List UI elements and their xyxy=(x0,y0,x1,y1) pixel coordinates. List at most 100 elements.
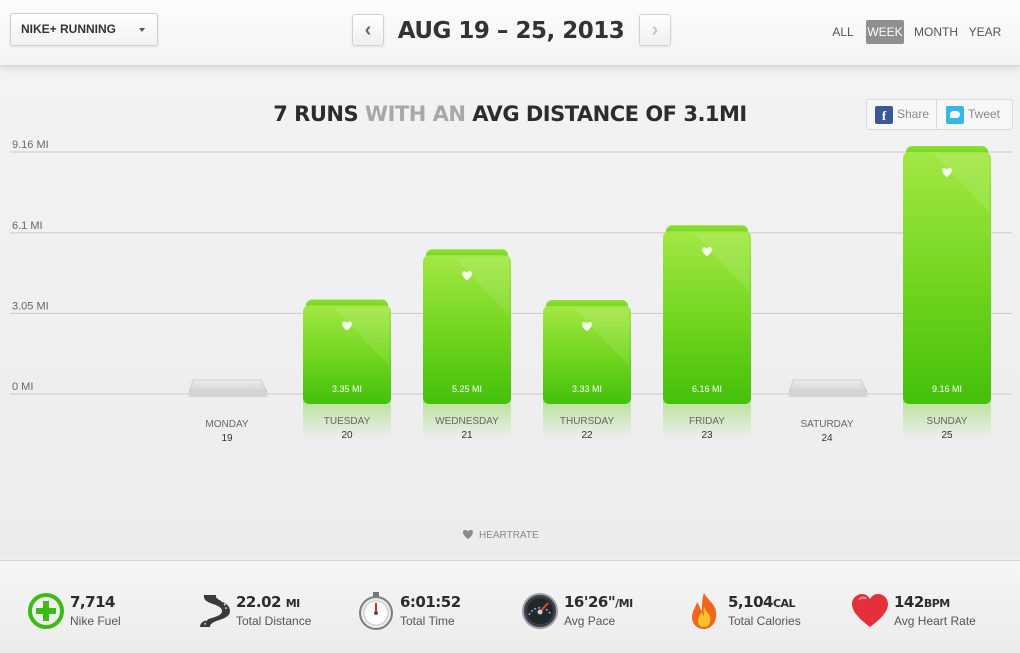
stat-value: 142BPM xyxy=(894,593,950,611)
bar-reflection xyxy=(543,400,631,440)
flame-icon xyxy=(692,593,717,629)
stat-label: Total Distance xyxy=(236,614,312,628)
bar xyxy=(423,255,511,404)
y-tick-label: 0 MI xyxy=(12,381,33,393)
day-bar-sunday[interactable]: 9.16 MI xyxy=(903,146,991,440)
x-date-label: 21 xyxy=(461,430,473,441)
x-day-label: WEDNESDAY xyxy=(435,416,499,427)
stat-label: Avg Pace xyxy=(564,614,616,628)
bar-shine xyxy=(933,154,989,212)
bar-value-label: 3.33 MI xyxy=(572,384,602,394)
x-date-label: 25 xyxy=(941,430,953,441)
y-tick-label: 3.05 MI xyxy=(12,300,49,312)
heart-icon xyxy=(852,594,888,627)
date-range-title: AUG 19 – 25, 2013 xyxy=(397,18,625,44)
empty-bar xyxy=(188,379,268,393)
bar-value-label: 5.25 MI xyxy=(452,384,482,394)
tab-month[interactable]: MONTH xyxy=(914,25,958,39)
caret-down-icon xyxy=(139,28,145,32)
stat-value: 16'26"/MI xyxy=(564,593,633,611)
x-day-label: SATURDAY xyxy=(801,419,854,430)
previous-week-button[interactable]: ‹ xyxy=(352,14,384,46)
app-select-dropdown[interactable]: NIKE+ RUNNING xyxy=(10,13,158,46)
stat-label: Total Time xyxy=(400,614,455,628)
legend-label: HEARTRATE xyxy=(479,530,539,541)
facebook-share-label: Share xyxy=(897,107,930,121)
heartrate-legend[interactable]: HEARTRATE xyxy=(463,530,539,541)
summary-runs-count: 7 RUNS xyxy=(273,102,359,126)
day-bar-wednesday[interactable]: 5.25 MI xyxy=(423,249,511,440)
x-date-label: 19 xyxy=(221,433,233,444)
day-bar-saturday xyxy=(788,379,868,397)
bar-reflection xyxy=(663,400,751,440)
bar-value-label: 9.16 MI xyxy=(932,384,962,394)
stat-label: Nike Fuel xyxy=(70,614,121,628)
bar-reflection xyxy=(303,400,391,440)
header-bar: NIKE+ RUNNING ‹ AUG 19 – 25, 2013 › ALL … xyxy=(0,0,1020,66)
facebook-share-button[interactable]: f Share xyxy=(867,100,937,129)
bar-shine xyxy=(333,307,389,366)
chevron-right-icon: › xyxy=(651,19,659,41)
x-day-label: MONDAY xyxy=(205,419,248,430)
heart-icon xyxy=(463,530,473,539)
bar-shine xyxy=(693,233,749,292)
speedometer-icon xyxy=(522,593,558,629)
stat-value: 6:01:52 xyxy=(400,593,461,611)
heart-icon xyxy=(342,321,352,331)
day-bar-friday[interactable]: 6.16 MI xyxy=(663,225,751,440)
x-day-label: SUNDAY xyxy=(927,416,968,427)
bar xyxy=(543,306,631,404)
tab-all[interactable]: ALL xyxy=(832,25,854,39)
empty-bar-base xyxy=(189,392,267,397)
next-week-button[interactable]: › xyxy=(639,14,671,46)
weekly-distance-chart: 0 MI 3.05 MI 6.1 MI 9.16 MI 3.35 MI 5.25 MI 3… xyxy=(10,139,1012,541)
bar-value-label: 3.35 MI xyxy=(332,384,362,394)
empty-bar xyxy=(788,379,868,393)
x-date-label: 24 xyxy=(821,433,833,444)
heart-icon xyxy=(942,168,952,177)
facebook-icon: f xyxy=(875,105,893,124)
share-group: f Share Tweet xyxy=(866,99,1013,130)
tab-year[interactable]: YEAR xyxy=(968,25,1002,39)
stats-summary-bar: 7,714 Nike Fuel 22.02 MI Total Distance … xyxy=(0,560,1020,653)
y-tick-label: 6.1 MI xyxy=(12,220,43,232)
x-day-label: TUESDAY xyxy=(324,416,371,427)
heart-icon xyxy=(582,322,592,332)
runs-summary-title: 7 RUNS WITH AN AVG DISTANCE OF 3.1MI xyxy=(0,99,1020,129)
stopwatch-icon xyxy=(359,592,393,630)
tab-week[interactable]: WEEK xyxy=(866,20,904,44)
stat-value: 7,714 xyxy=(70,593,115,611)
day-bar-thursday[interactable]: 3.33 MI xyxy=(543,300,631,440)
stat-label: Avg Heart Rate xyxy=(894,614,976,628)
empty-bar-base xyxy=(789,392,867,397)
day-bar-monday xyxy=(188,379,268,397)
road-icon xyxy=(200,595,230,627)
bar xyxy=(663,231,751,404)
x-date-label: 20 xyxy=(341,430,353,441)
stat-value: 5,104CAL xyxy=(728,593,796,611)
twitter-tweet-button[interactable]: Tweet xyxy=(938,100,1013,129)
bar xyxy=(903,152,991,404)
x-date-label: 23 xyxy=(701,430,713,441)
day-bar-tuesday[interactable]: 3.35 MI xyxy=(303,299,391,440)
bar-shine xyxy=(573,308,629,367)
heart-icon xyxy=(702,247,712,257)
x-day-label: FRIDAY xyxy=(689,416,725,427)
twitter-bird-icon xyxy=(946,105,964,124)
y-tick-label: 9.16 MI xyxy=(12,139,49,151)
summary-avg-distance: AVG DISTANCE OF 3.1MI xyxy=(472,102,747,126)
nike-fuel-icon xyxy=(28,593,64,629)
stat-label: Total Calories xyxy=(728,614,801,628)
bar-reflection xyxy=(423,400,511,440)
app-select-label: NIKE+ RUNNING xyxy=(21,22,117,36)
bar xyxy=(303,305,391,404)
x-date-label: 22 xyxy=(581,430,593,441)
chevron-left-icon: ‹ xyxy=(364,19,372,41)
bar-reflection xyxy=(903,400,991,440)
twitter-tweet-label: Tweet xyxy=(968,107,1001,121)
stat-value: 22.02 MI xyxy=(236,593,300,611)
heart-icon xyxy=(462,271,472,281)
bar-value-label: 6.16 MI xyxy=(692,384,722,394)
summary-connector: WITH AN xyxy=(358,102,473,126)
bar-shine xyxy=(453,257,509,316)
